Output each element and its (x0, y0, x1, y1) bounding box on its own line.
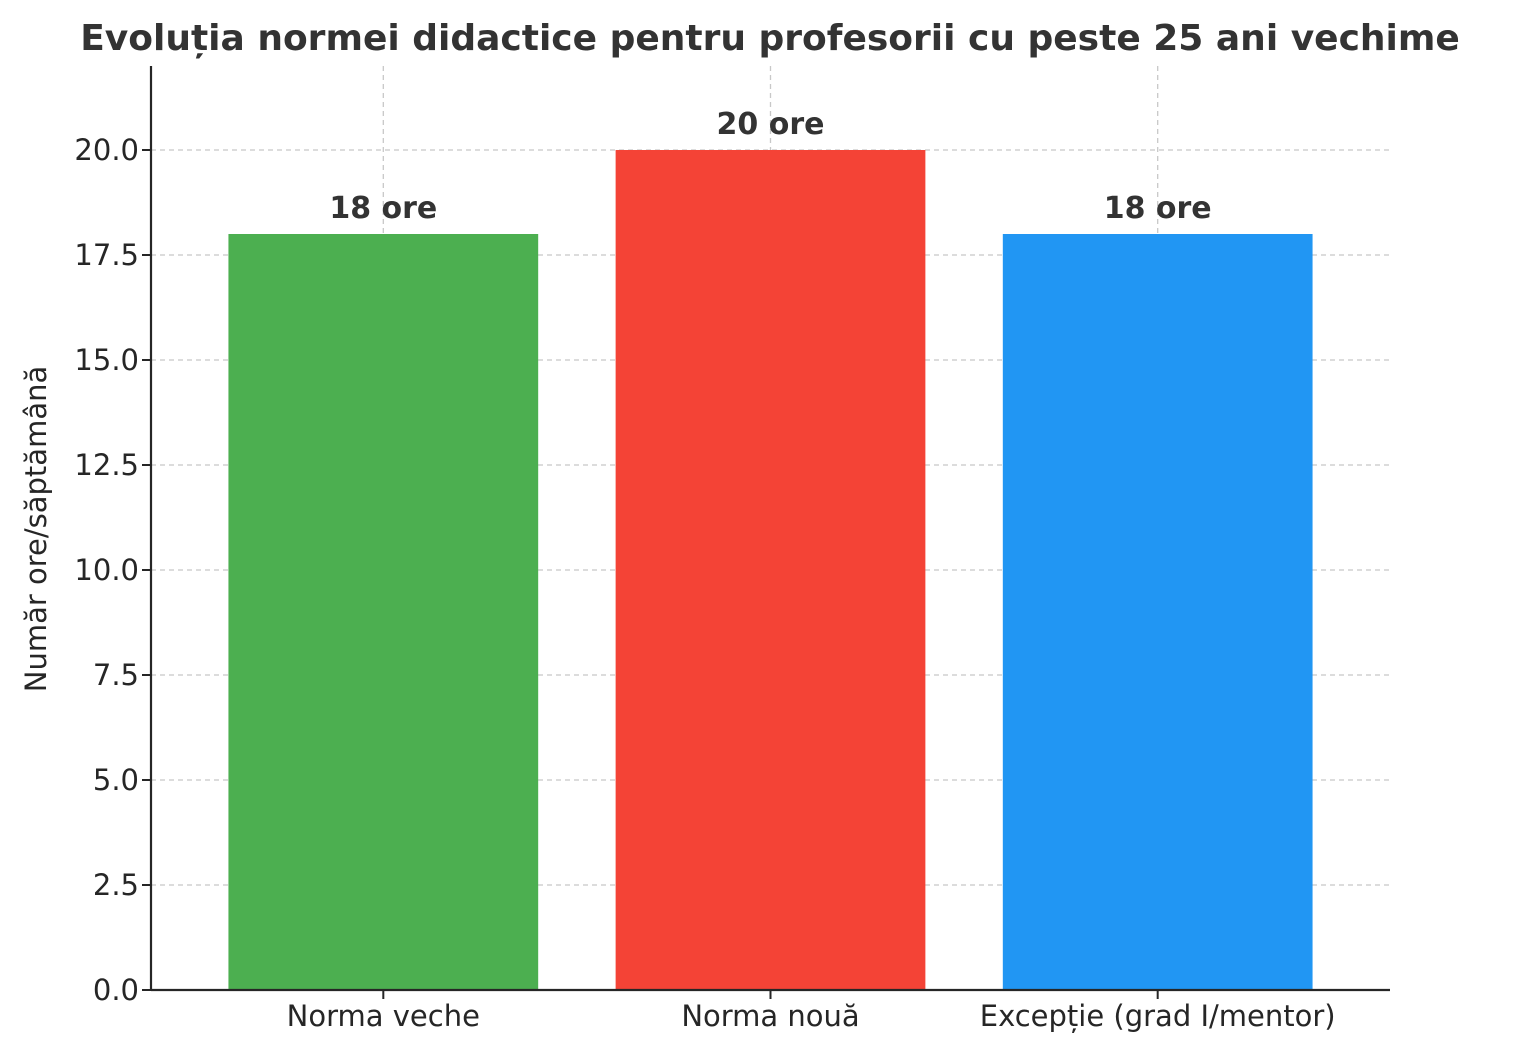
y-tick-label: 2.5 (93, 868, 139, 902)
bar-data-label: 18 ore (1104, 191, 1212, 226)
y-axis-label: Număr ore/săptămână (19, 366, 53, 692)
axes: 0.0 2.5 5.0 7.5 10.0 12.5 15.0 17.5 20.0 Norma ve… (74, 66, 1390, 1033)
bar (1002, 234, 1313, 990)
x-tick-label: Norma veche (287, 999, 480, 1033)
y-tick-label: 0.0 (93, 973, 139, 1007)
data-labels: 18 ore 20 ore 18 ore (329, 107, 1211, 226)
bar-data-label: 18 ore (329, 191, 437, 226)
y-tick-label: 12.5 (74, 448, 139, 482)
y-tick-label: 20.0 (74, 133, 139, 167)
y-tick-label: 5.0 (93, 763, 139, 797)
y-tick-label: 17.5 (74, 238, 139, 272)
bar (228, 234, 539, 990)
y-tick-label: 7.5 (93, 658, 139, 692)
bars (228, 150, 1313, 990)
chart-title: Evoluția normei didactice pentru profeso… (80, 18, 1460, 59)
x-tick-label: Norma nouă (681, 999, 859, 1033)
bar (615, 150, 926, 990)
bar-data-label: 20 ore (717, 107, 825, 142)
y-tick-label: 10.0 (74, 553, 139, 587)
x-tick-label: Excepție (grad I/mentor) (980, 999, 1336, 1033)
y-tick-label: 15.0 (74, 343, 139, 377)
